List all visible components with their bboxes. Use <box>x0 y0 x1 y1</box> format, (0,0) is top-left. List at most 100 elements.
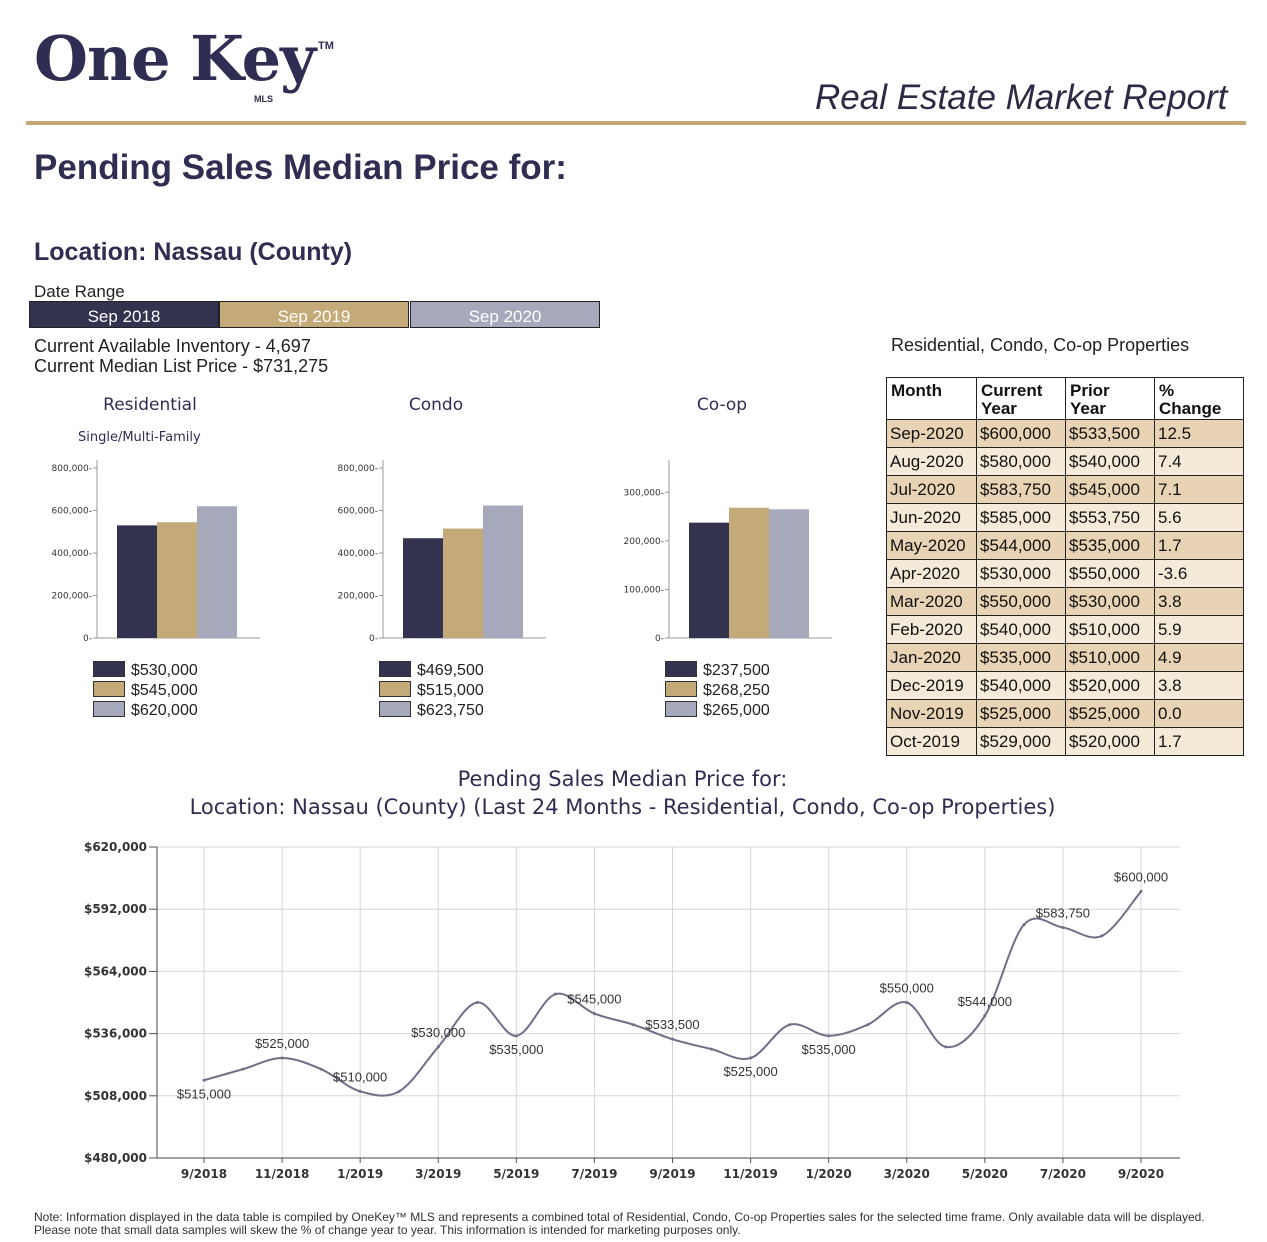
table-cell: $510,000 <box>1065 615 1155 644</box>
bar-sep-2020 <box>769 509 809 638</box>
y-tick-label: 600,000- <box>52 507 92 517</box>
condo-bar-chart: 800,000- 600,000- 400,000- 200,000- 0- <box>338 460 546 644</box>
data-label: $544,000 <box>958 994 1012 1009</box>
table-cell: 7.4 <box>1154 447 1244 476</box>
table-cell: Sep-2020 <box>886 419 977 448</box>
location-heading: Location: Nassau (County) <box>34 238 353 266</box>
report-title: Real Estate Market Report <box>815 78 1228 117</box>
data-point <box>202 1078 206 1082</box>
legend-swatch <box>93 701 125 717</box>
data-label: $535,000 <box>802 1042 856 1057</box>
data-point <box>358 1089 362 1093</box>
table-row: May-2020 $544,000 $535,000 1.7 <box>886 531 1244 560</box>
data-point <box>905 1001 909 1004</box>
legend-item: $620,000 <box>93 701 198 720</box>
data-point <box>436 1045 440 1049</box>
logo-trademark: TM <box>318 40 334 52</box>
x-tick-label: 3/2020 <box>884 1167 930 1181</box>
y-tick-label: $564,000 <box>84 964 147 978</box>
y-tick-label: 300,000- <box>624 488 664 498</box>
data-label: $600,000 <box>1114 869 1168 884</box>
table-cell: 1.7 <box>1154 531 1244 560</box>
data-point <box>592 1012 596 1016</box>
legend-item: $623,750 <box>379 701 484 720</box>
line-chart-title: Pending Sales Median Price for: Location… <box>0 765 1245 821</box>
date-range-2018: Sep 2018 <box>29 301 219 328</box>
data-label: $535,000 <box>489 1042 543 1057</box>
data-point <box>944 1045 948 1049</box>
available-inventory: Current Available Inventory - 4,697 <box>34 336 311 356</box>
data-label: $525,000 <box>255 1036 309 1051</box>
residential-chart-subtitle: Single/Multi-Family <box>78 430 201 445</box>
table-cell: $520,000 <box>1065 671 1155 700</box>
table-cell: $550,000 <box>1065 559 1155 588</box>
table-cell: Feb-2020 <box>886 615 977 644</box>
x-tick-label: 1/2019 <box>337 1167 383 1181</box>
table-cell: Aug-2020 <box>886 447 977 476</box>
table-row: Nov-2019 $525,000 $525,000 0.0 <box>886 699 1244 728</box>
y-tick-label: 400,000- <box>52 549 92 559</box>
table-row: Feb-2020 $540,000 $510,000 5.9 <box>886 615 1244 644</box>
coop-bar-chart: 300,000- 200,000- 100,000- 0- <box>624 460 832 644</box>
x-tick-label: 5/2019 <box>493 1167 539 1181</box>
x-tick-label: 3/2019 <box>415 1167 461 1181</box>
data-point <box>671 1037 674 1041</box>
data-point <box>827 1034 831 1038</box>
table-cell: May-2020 <box>886 531 977 560</box>
line-chart: $620,000 $592,000 $564,000 $536,000 $508,000… <box>84 840 1180 1181</box>
table-row: Aug-2020 $580,000 $540,000 7.4 <box>886 447 1244 476</box>
table-row: Mar-2020 $550,000 $530,000 3.8 <box>886 587 1244 616</box>
legend-swatch <box>93 681 125 697</box>
legend-label: $469,500 <box>417 662 484 679</box>
data-label: $583,750 <box>1036 906 1090 921</box>
table-cell: 5.9 <box>1154 615 1244 644</box>
table-cell: Oct-2019 <box>886 727 977 756</box>
table-cell: $553,750 <box>1065 503 1155 532</box>
coop-chart-title: Co-op <box>696 395 748 415</box>
table-cell: $525,000 <box>1065 699 1155 728</box>
bar-sep-2020 <box>197 506 237 638</box>
table-row: Jul-2020 $583,750 $545,000 7.1 <box>886 475 1244 504</box>
table-cell: Dec-2019 <box>886 671 977 700</box>
bar-sep-2019 <box>157 522 197 638</box>
legend-item: $237,500 <box>665 661 770 680</box>
legend-item: $268,250 <box>665 681 770 700</box>
table-cell: $580,000 <box>976 447 1066 476</box>
data-label: $530,000 <box>411 1025 465 1040</box>
legend-item: $515,000 <box>379 681 484 700</box>
table-cell: Mar-2020 <box>886 587 977 616</box>
data-label: $545,000 <box>567 992 621 1007</box>
legend-swatch <box>665 661 697 677</box>
table-row: Dec-2019 $540,000 $520,000 3.8 <box>886 671 1244 700</box>
legend-item: $265,000 <box>665 701 770 720</box>
y-tick-label: $508,000 <box>84 1089 147 1103</box>
monthly-data-table: Month Current Year Prior Year% Change Sep-202… <box>886 377 1244 756</box>
table-cell: 12.5 <box>1154 419 1244 448</box>
table-cell: 7.1 <box>1154 475 1244 504</box>
data-point <box>749 1056 753 1060</box>
table-cell: 5.6 <box>1154 503 1244 532</box>
table-title: Residential, Condo, Co-op Properties <box>891 335 1190 355</box>
y-tick-label: 800,000- <box>52 464 92 474</box>
table-cell: $533,500 <box>1065 419 1155 448</box>
table-header-cell: Prior Year <box>1065 377 1155 420</box>
bar-sep-2018 <box>117 525 157 638</box>
date-range-2019: Sep 2019 <box>219 301 409 328</box>
legend-item: $530,000 <box>93 661 198 680</box>
x-tick-label: 9/2020 <box>1118 1167 1164 1181</box>
legend-label: $620,000 <box>131 702 198 719</box>
condo-chart-title: Condo <box>408 395 464 415</box>
table-row: Jun-2020 $585,000 $553,750 5.6 <box>886 503 1244 532</box>
header-divider <box>26 121 1246 125</box>
y-tick-label: 0- <box>83 634 92 644</box>
legend-label: $545,000 <box>131 682 198 699</box>
table-row: Jan-2020 $535,000 $510,000 4.9 <box>886 643 1244 672</box>
logo-mls-label: MLS <box>254 94 273 104</box>
table-header-cell: % Change <box>1154 377 1244 420</box>
table-row: Apr-2020 $530,000 $550,000 -3.6 <box>886 559 1244 588</box>
table-cell: $535,000 <box>1065 531 1155 560</box>
legend-label: $268,250 <box>703 682 770 699</box>
table-cell: 3.8 <box>1154 671 1244 700</box>
bar-sep-2019 <box>443 528 483 638</box>
y-tick-label: 400,000- <box>338 549 378 559</box>
